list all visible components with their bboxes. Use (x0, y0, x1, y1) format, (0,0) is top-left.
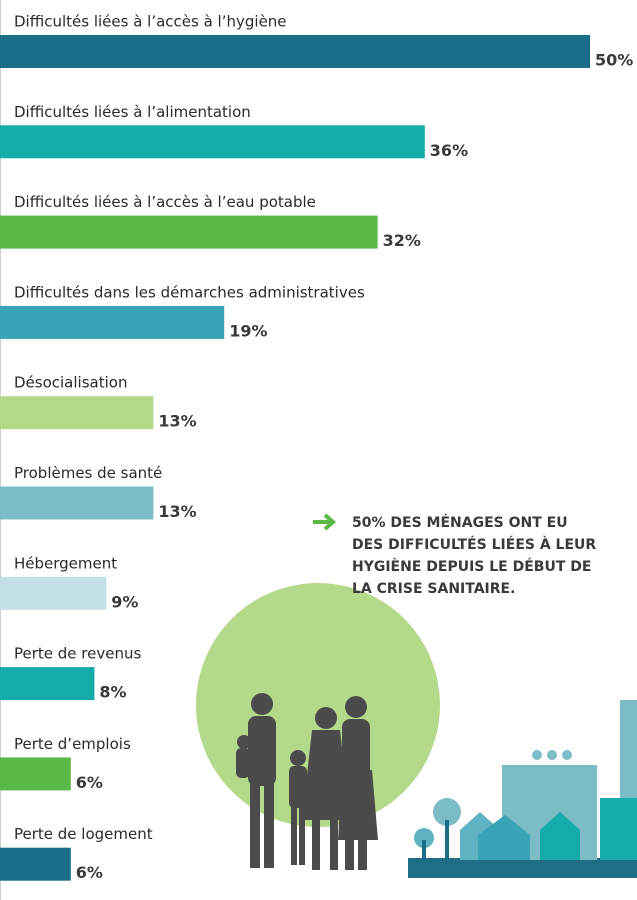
category-label: Désocialisation (14, 374, 127, 392)
bar (0, 306, 224, 339)
bar (0, 577, 106, 610)
annotation-line: HYGIÈNE DEPUIS LE DÉBUT DE (352, 558, 591, 575)
value-label: 8% (99, 683, 126, 702)
bar (0, 848, 71, 881)
bar (0, 757, 71, 790)
value-label: 36% (430, 141, 468, 160)
category-label: Difficultés liées à l’alimentation (14, 103, 251, 121)
infographic: 50% DES MÉNAGES ONT EU DES DIFFICULTÉS L… (0, 0, 637, 900)
category-label: Perte d’emplois (14, 735, 131, 753)
bar (0, 125, 425, 158)
category-label: Difficultés liées à l’accès à l’hygiène (14, 13, 287, 31)
bar (0, 487, 153, 520)
annotation-line: 50% DES MÉNAGES ONT EU (352, 514, 568, 531)
value-label: 32% (383, 231, 421, 250)
value-label: 6% (76, 773, 103, 792)
category-label: Difficultés dans les démarches administr… (14, 283, 365, 301)
annotation-line: DES DIFFICULTÉS LIÉES À LEUR (352, 536, 596, 553)
city (408, 700, 637, 878)
bar (0, 396, 153, 429)
value-label: 19% (229, 321, 267, 340)
value-label: 9% (111, 592, 138, 611)
category-label: Difficultés liées à l’accès à l’eau pota… (14, 193, 316, 211)
bar (0, 667, 94, 700)
value-label: 13% (158, 502, 196, 521)
bar (0, 35, 590, 68)
value-label: 13% (158, 412, 196, 431)
category-label: Hébergement (14, 554, 117, 572)
illustration (196, 583, 637, 878)
category-label: Problèmes de santé (14, 464, 162, 482)
arrow (313, 515, 333, 529)
value-label: 50% (595, 51, 633, 70)
value-label: 6% (76, 863, 103, 882)
category-label: Perte de revenus (14, 645, 141, 663)
annotation-line: LA CRISE SANITAIRE. (352, 581, 515, 597)
category-label: Perte de logement (14, 825, 153, 843)
bar (0, 216, 378, 249)
